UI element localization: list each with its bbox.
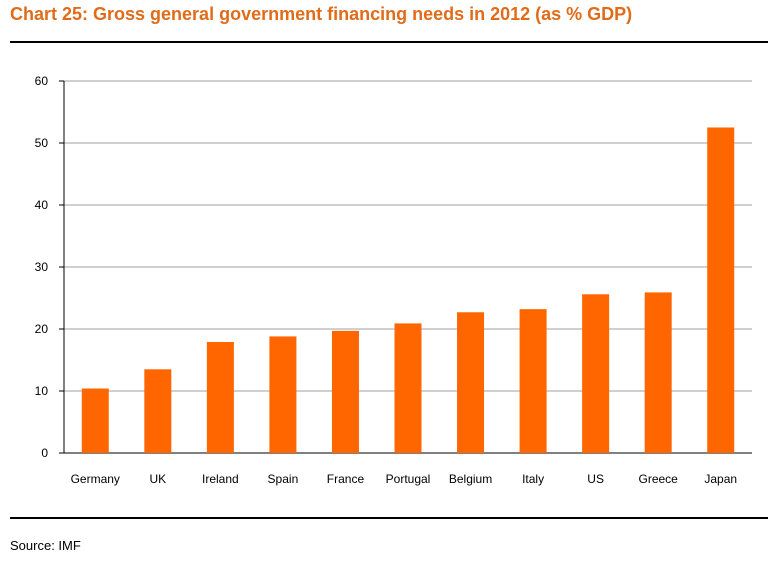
category-label: Belgium: [449, 472, 492, 486]
bars: [81, 127, 735, 453]
bar-ireland: [206, 342, 234, 453]
top-rule: [10, 41, 768, 43]
category-label: Ireland: [202, 472, 239, 486]
source-note: Source: IMF: [10, 538, 81, 553]
bottom-rule: [10, 517, 768, 519]
y-tick-label: 40: [35, 198, 49, 212]
y-tick-label: 50: [35, 136, 49, 150]
bar-chart: 0 10 20 30 40 50 60 Germany UK Ireland Spain Franc…: [35, 74, 752, 486]
bar-belgium: [457, 312, 485, 453]
y-tick-labels: 0 10 20 30 40 50 60: [35, 74, 49, 460]
category-label: Greece: [639, 472, 679, 486]
bar-japan: [707, 127, 735, 453]
bar-us: [582, 294, 610, 453]
y-tick-label: 10: [35, 384, 49, 398]
bar-germany: [81, 388, 109, 453]
bar-uk: [144, 369, 172, 453]
category-label: Japan: [704, 472, 737, 486]
category-label: Italy: [522, 472, 544, 486]
category-label: France: [327, 472, 365, 486]
bar-portugal: [394, 323, 422, 453]
y-tick-label: 0: [41, 446, 48, 460]
category-label: Spain: [268, 472, 299, 486]
bar-spain: [269, 336, 297, 453]
y-tick-label: 30: [35, 260, 49, 274]
category-label: Portugal: [386, 472, 431, 486]
category-labels: Germany UK Ireland Spain France Portugal Belgi…: [71, 472, 737, 486]
y-tick-label: 20: [35, 322, 49, 336]
category-label: Germany: [71, 472, 120, 486]
y-tick-label: 60: [35, 74, 49, 88]
bar-italy: [519, 309, 547, 453]
bar-france: [331, 330, 359, 453]
category-label: UK: [149, 472, 166, 486]
bar-greece: [644, 292, 672, 453]
chart-title: Chart 25: Gross general government finan…: [10, 4, 633, 24]
category-label: US: [587, 472, 604, 486]
